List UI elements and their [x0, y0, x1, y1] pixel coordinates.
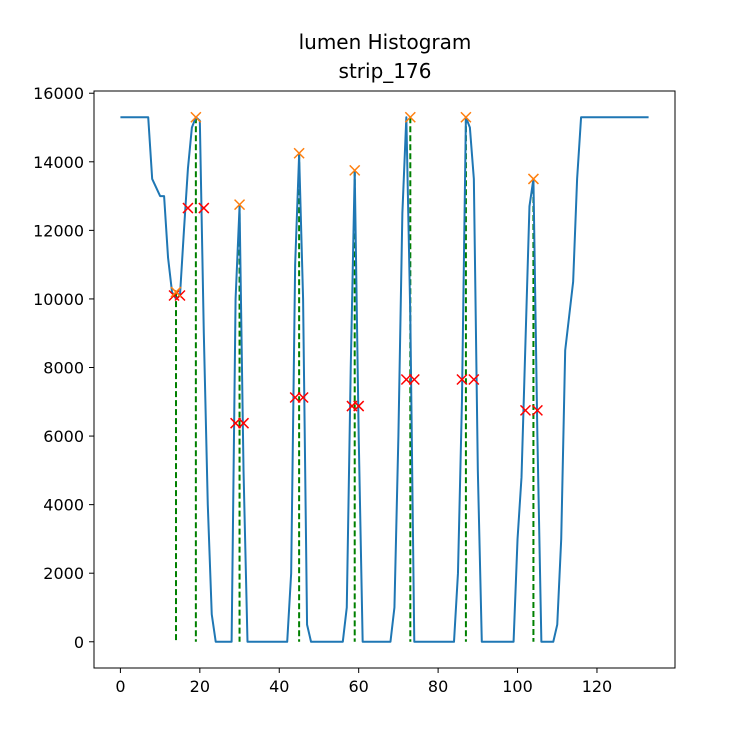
plot-area	[120, 111, 649, 643]
y-tick-label-0: 0	[74, 633, 84, 652]
peak-marker-5	[404, 111, 416, 123]
half-max-marker-6	[289, 391, 301, 404]
half-max-marker-12	[456, 373, 468, 386]
x-tick-label-4: 80	[428, 677, 448, 696]
half-max-marker-5	[237, 417, 250, 429]
chart-title: lumen Histogram	[299, 30, 472, 54]
peak-marker-2	[234, 199, 246, 211]
half-max-marker-11	[408, 373, 420, 386]
peak-marker-6	[460, 111, 472, 123]
half-max-marker-3	[198, 202, 210, 214]
half-max-marker-10	[400, 373, 412, 386]
peak-marker-3	[293, 147, 305, 159]
y-tick-label-4: 8000	[43, 359, 84, 378]
y-tick-label-6: 12000	[33, 221, 84, 240]
x-tick-label-3: 60	[349, 677, 369, 696]
x-tick-label-2: 40	[269, 677, 289, 696]
half-max-marker-15	[531, 404, 543, 416]
x-tick-label-5: 100	[502, 677, 533, 696]
half-max-marker-2	[182, 202, 194, 214]
x-tick-label-1: 20	[190, 677, 210, 696]
y-tick-label-8: 16000	[33, 84, 84, 103]
half-max-marker-4	[230, 417, 242, 429]
half-max-marker-7	[297, 391, 309, 404]
half-max-marker-13	[468, 373, 480, 386]
y-tick-label-1: 2000	[43, 564, 84, 583]
y-axis: 0 2000 4000 6000 8000 10000 12000 14000 16000	[33, 84, 94, 652]
peak-marker-4	[349, 164, 361, 176]
x-axis: 0 20 40 60 80 100 120	[115, 668, 612, 696]
plot-frame	[93, 90, 676, 669]
histogram-line-0	[120, 116, 649, 643]
peak-marker-1	[190, 111, 202, 123]
chart-subtitle: strip_176	[339, 59, 432, 83]
y-tick-label-2: 4000	[43, 496, 84, 515]
x-tick-label-6: 120	[582, 677, 613, 696]
y-tick-label-5: 10000	[33, 290, 84, 309]
y-tick-label-3: 6000	[43, 427, 84, 446]
peak-marker-7	[527, 173, 539, 185]
peak-marker-0	[170, 286, 182, 298]
y-tick-label-7: 14000	[33, 153, 84, 172]
half-max-marker-14	[519, 404, 532, 416]
half-max-marker-9	[353, 400, 365, 412]
x-tick-label-0: 0	[115, 677, 125, 696]
